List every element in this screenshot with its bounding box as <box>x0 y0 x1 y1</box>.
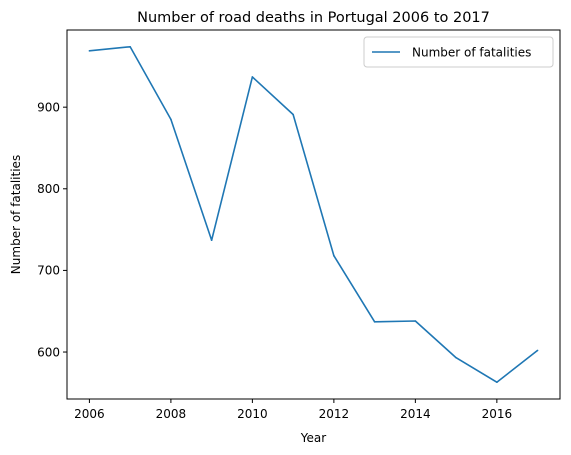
y-axis: 600 700 800 900 <box>37 100 67 359</box>
x-tick-label: 2012 <box>319 407 350 421</box>
data-point-2014 <box>414 320 417 322</box>
data-point-2016 <box>496 381 498 384</box>
y-tick-label: 700 <box>37 264 60 278</box>
y-axis-title: Number of fatalities <box>9 155 23 274</box>
data-point-2015 <box>455 356 457 359</box>
series-line-0 <box>89 45 539 384</box>
x-tick-label: 2010 <box>237 407 268 421</box>
legend-label: Number of fatalities <box>412 46 531 60</box>
data-point-2010 <box>251 76 254 78</box>
x-tick-label: 2014 <box>400 407 431 421</box>
chart-title: Number of road deaths in Portugal 2006 t… <box>137 10 490 26</box>
y-tick-label: 800 <box>37 182 60 196</box>
data-point-2009 <box>210 239 213 242</box>
data-point-2008 <box>170 118 172 121</box>
x-axis-title: Year <box>300 431 326 445</box>
data-point-2017 <box>536 349 539 352</box>
data-point-2007 <box>129 45 131 48</box>
x-tick-label: 2016 <box>482 407 513 421</box>
legend: Number of fatalities <box>363 36 554 68</box>
y-tick-label: 900 <box>37 100 60 114</box>
data-point-2013 <box>373 321 376 323</box>
legend-box <box>363 36 554 68</box>
data-point-2012 <box>333 254 335 257</box>
data-point-2011 <box>292 113 294 116</box>
x-tick-label: 2008 <box>156 407 187 421</box>
x-tick-label: 2006 <box>74 407 105 421</box>
axes-frame <box>66 29 561 400</box>
plot-area <box>88 45 539 384</box>
data-point-2006 <box>88 50 91 52</box>
x-axis: 2006 2008 2010 2012 2014 2016 <box>74 399 512 421</box>
y-tick-label: 600 <box>37 345 60 359</box>
